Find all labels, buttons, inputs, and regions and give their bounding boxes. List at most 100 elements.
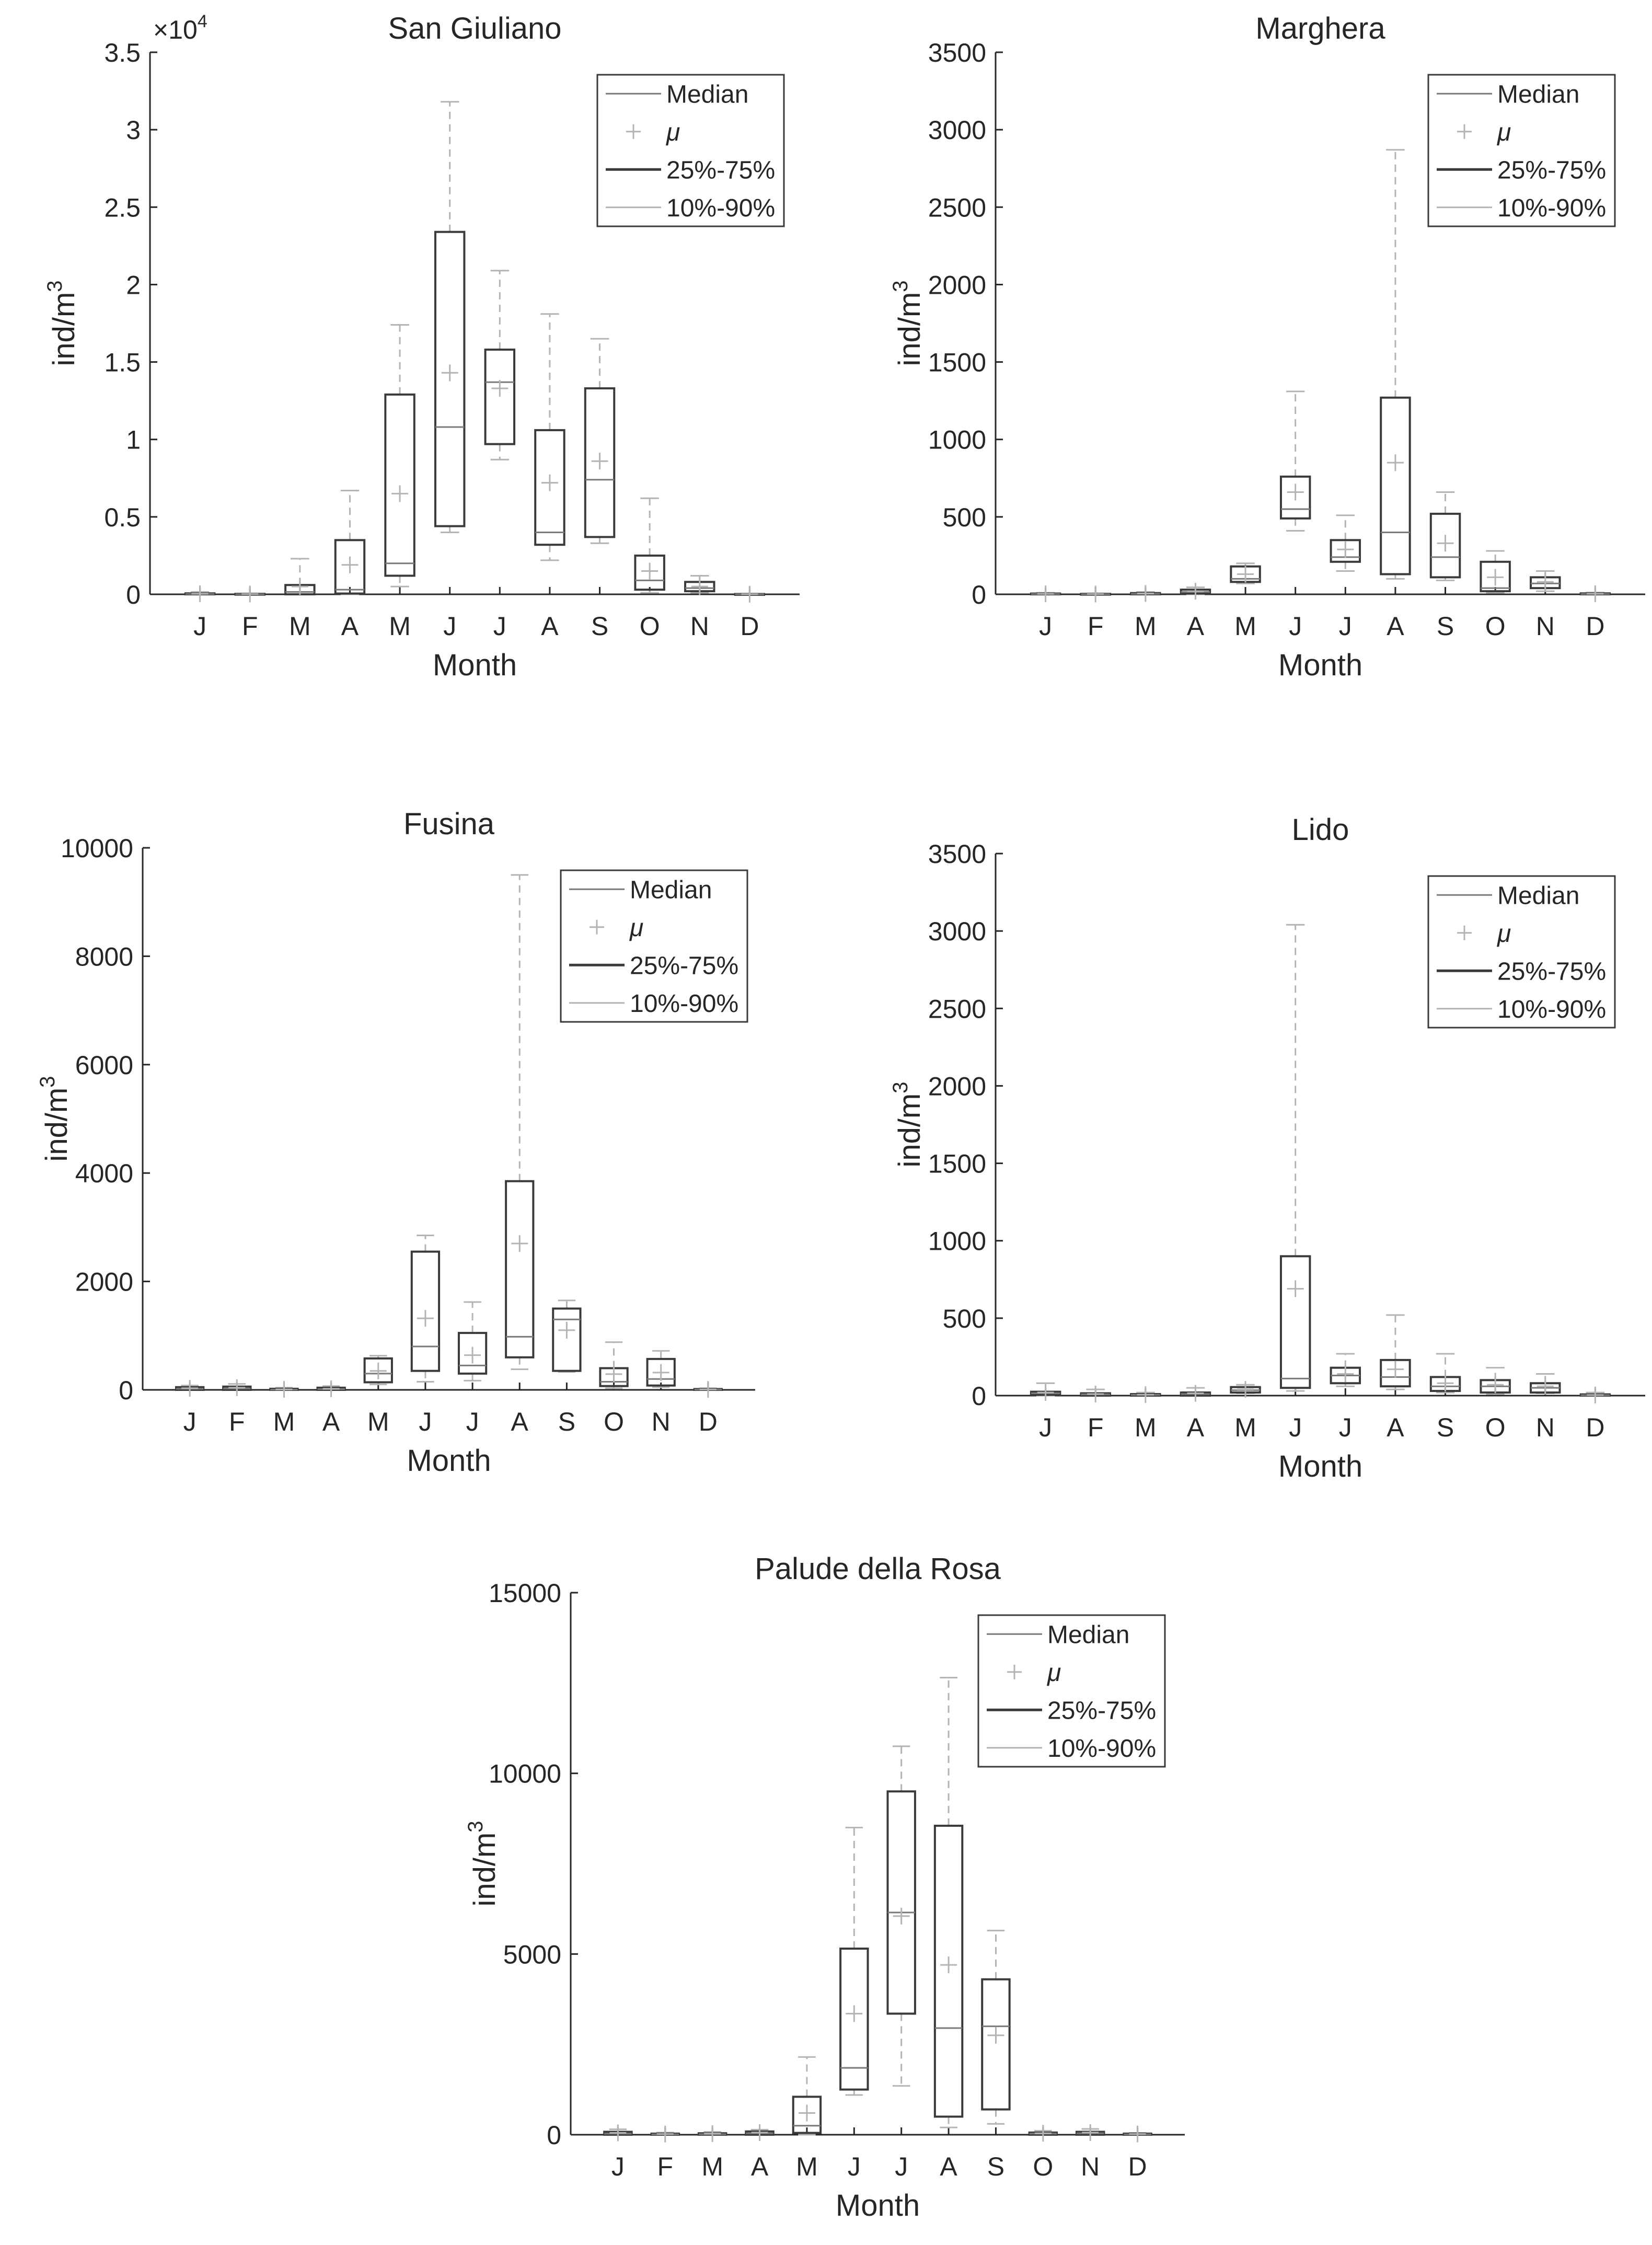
- iqr-box: [434, 231, 466, 527]
- legend-label-iqr: 25%-75%: [1497, 156, 1606, 184]
- y-tick-label: 1500: [928, 1149, 986, 1179]
- y-tick-label: 1.5: [104, 348, 141, 377]
- x-tick-label: J: [611, 2152, 625, 2181]
- y-tick-label: 0: [126, 580, 141, 609]
- box-5: [410, 1234, 441, 1383]
- chart-title: Palude della Rosa: [755, 1552, 1001, 1586]
- x-tick-label: M: [796, 2152, 818, 2181]
- x-tick-label: D: [1586, 1413, 1604, 1442]
- x-tick-label: O: [1485, 1413, 1506, 1442]
- legend-frame: [977, 1614, 1166, 1768]
- legend-label-p10-90: 10%-90%: [666, 194, 775, 222]
- x-tick-label: D: [699, 1407, 718, 1436]
- box-6: [457, 1301, 488, 1381]
- legend-label-iqr: 25%-75%: [1497, 958, 1606, 985]
- x-tick-label: J: [1039, 1413, 1052, 1442]
- box-0: [184, 585, 216, 602]
- box-4: [1230, 562, 1261, 584]
- box-10: [1530, 1373, 1561, 1395]
- x-tick-label: F: [657, 2152, 673, 2181]
- x-tick-label: M: [289, 612, 311, 641]
- x-tick-label: J: [493, 612, 506, 641]
- y-tick-label: 2000: [75, 1268, 133, 1297]
- x-tick-label: J: [419, 1407, 432, 1436]
- box-9: [1028, 2125, 1058, 2142]
- chart-title: Lido: [1292, 813, 1349, 847]
- iqr-box: [634, 554, 665, 591]
- x-tick-label: N: [690, 612, 709, 641]
- legend-label-mu: μ: [629, 914, 643, 942]
- y-axis-label: ind/m3: [464, 1821, 502, 1906]
- y-axis-label-sup: 3: [464, 1821, 487, 1832]
- iqr-box: [384, 393, 415, 577]
- x-tick-label: J: [466, 1407, 479, 1436]
- x-tick-label: A: [511, 1407, 529, 1436]
- x-tick-label: D: [1128, 2152, 1147, 2181]
- box-4: [792, 2056, 822, 2136]
- box-8: [1429, 491, 1461, 581]
- box-9: [599, 1341, 629, 1389]
- y-tick-label: 3500: [928, 839, 986, 869]
- box-10: [1530, 570, 1561, 592]
- x-tick-label: M: [1234, 1413, 1256, 1442]
- y-tick-label: 3.5: [104, 38, 141, 67]
- box-0: [1030, 1382, 1061, 1401]
- y-axis-label-sup: 3: [36, 1076, 59, 1087]
- box-5: [434, 101, 466, 533]
- iqr-box: [334, 539, 366, 595]
- y-tick-label: 3000: [928, 917, 986, 946]
- y-tick-label: 8000: [75, 942, 133, 971]
- x-tick-label: J: [1289, 612, 1302, 641]
- y-tick-label: 0: [547, 2121, 561, 2150]
- x-tick-label: M: [273, 1407, 295, 1436]
- x-tick-label: J: [848, 2152, 861, 2181]
- x-tick-label: M: [1135, 1413, 1157, 1442]
- legend-label-median: Median: [1497, 882, 1579, 909]
- x-tick-label: A: [1387, 1413, 1404, 1442]
- y-axis-label: ind/m3: [889, 1081, 927, 1167]
- x-tick-label: J: [1289, 1413, 1302, 1442]
- x-tick-label: J: [1339, 1413, 1352, 1442]
- box-3: [316, 1380, 346, 1397]
- box-7: [1380, 149, 1411, 580]
- box-1: [222, 1379, 252, 1396]
- legend-label-p10-90: 10%-90%: [1497, 194, 1606, 222]
- x-axis-label: Month: [836, 2189, 920, 2223]
- x-tick-label: A: [1187, 1413, 1205, 1442]
- box-2: [284, 558, 316, 596]
- box-1: [1080, 1386, 1111, 1403]
- box-4: [1230, 1381, 1261, 1398]
- iqr-box: [933, 1824, 964, 2118]
- iqr-box: [646, 1357, 676, 1387]
- box-6: [1330, 514, 1361, 572]
- x-axis-label: Month: [1278, 648, 1362, 682]
- legend: Median μ 25%-75% 10%-90%: [560, 869, 748, 1023]
- x-tick-label: J: [895, 2152, 908, 2181]
- iqr-box: [534, 429, 565, 546]
- x-axis-label: Month: [433, 648, 517, 682]
- box-8: [552, 1299, 582, 1373]
- y-tick-label: 10000: [61, 834, 133, 863]
- x-tick-label: J: [1039, 612, 1052, 641]
- x-tick-label: N: [1081, 2152, 1100, 2181]
- y-tick-label: 0: [972, 580, 986, 609]
- iqr-box: [484, 348, 516, 445]
- y-axis-label-sup: 3: [889, 280, 912, 292]
- chart-title: San Giuliano: [388, 11, 561, 45]
- legend-frame: [560, 869, 748, 1023]
- box-9: [1480, 550, 1511, 594]
- x-tick-label: D: [740, 612, 759, 641]
- box-6: [1330, 1353, 1361, 1387]
- box-11: [1123, 2125, 1152, 2143]
- iqr-box: [1279, 475, 1311, 520]
- y-tick-label: 3000: [928, 116, 986, 145]
- x-tick-label: S: [1437, 612, 1454, 641]
- x-tick-label: S: [591, 612, 608, 641]
- legend-frame: [1427, 875, 1616, 1029]
- x-tick-label: A: [341, 612, 359, 641]
- y-tick-label: 1500: [928, 348, 986, 377]
- box-5: [1279, 390, 1311, 532]
- iqr-box: [552, 1307, 582, 1372]
- x-axis-label: Month: [1278, 1449, 1362, 1483]
